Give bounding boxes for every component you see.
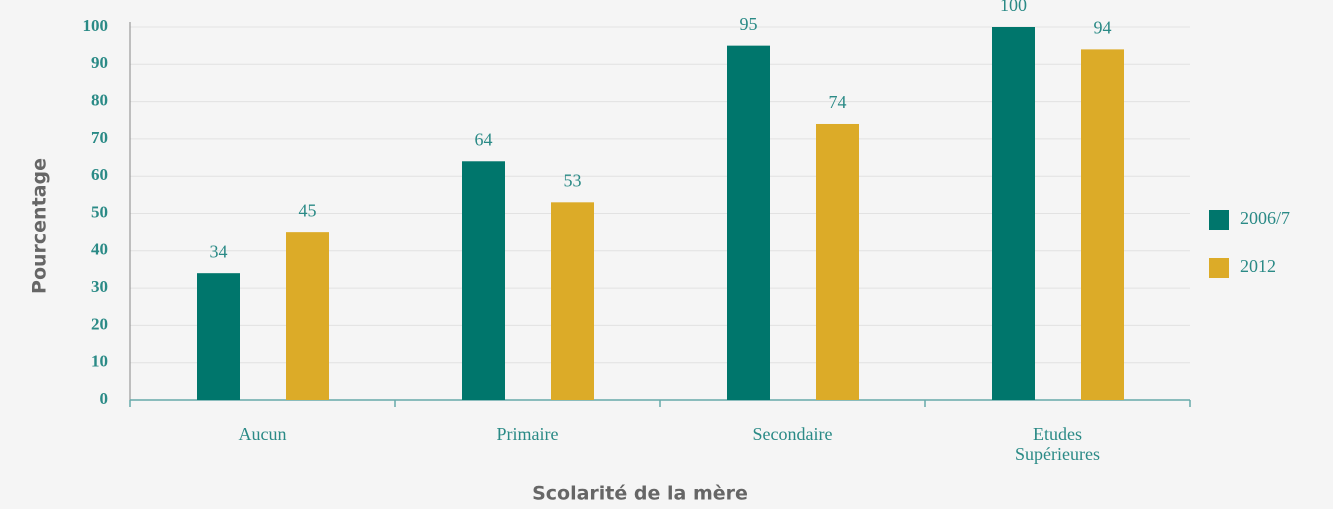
- x-tick-label: Secondaire: [752, 424, 833, 444]
- bar: [1081, 49, 1124, 400]
- x-tick-label: Aucun: [238, 424, 287, 444]
- value-label: 74: [829, 92, 847, 112]
- y-tick-label: 0: [100, 389, 109, 408]
- bar: [286, 232, 329, 400]
- y-tick-label: 20: [91, 314, 108, 333]
- y-tick-label: 30: [91, 277, 108, 296]
- y-tick-label: 10: [91, 352, 108, 371]
- y-tick-label: 40: [91, 240, 108, 259]
- bar: [551, 202, 594, 400]
- bar: [727, 45, 770, 401]
- y-tick-label: 70: [91, 128, 108, 147]
- bar: [197, 273, 240, 400]
- value-label: 53: [564, 170, 582, 190]
- bar: [816, 123, 859, 400]
- legend-swatch: [1209, 210, 1229, 230]
- x-tick-label: Primaire: [496, 424, 559, 444]
- y-tick-label: 90: [91, 53, 108, 72]
- value-label: 94: [1094, 18, 1112, 38]
- legend-label: 2006/7: [1240, 208, 1290, 228]
- y-tick-label: 100: [83, 16, 109, 35]
- value-label: 34: [210, 241, 228, 261]
- x-tick-label: Etudes Supérieures: [1015, 424, 1100, 464]
- y-axis-title: Pourcentage: [29, 158, 51, 294]
- legend-label: 2012: [1240, 256, 1276, 276]
- bar: [462, 161, 505, 400]
- value-label: 95: [740, 14, 758, 34]
- legend-swatch: [1209, 258, 1229, 278]
- y-tick-label: 60: [91, 165, 108, 184]
- bar: [992, 27, 1035, 400]
- y-tick-label: 80: [91, 91, 108, 110]
- y-tick-label: 50: [91, 202, 108, 221]
- value-label: 64: [475, 129, 493, 149]
- x-axis-title: Scolarité de la mère: [532, 483, 748, 505]
- value-label: 45: [299, 200, 317, 220]
- value-label: 100: [1000, 0, 1027, 15]
